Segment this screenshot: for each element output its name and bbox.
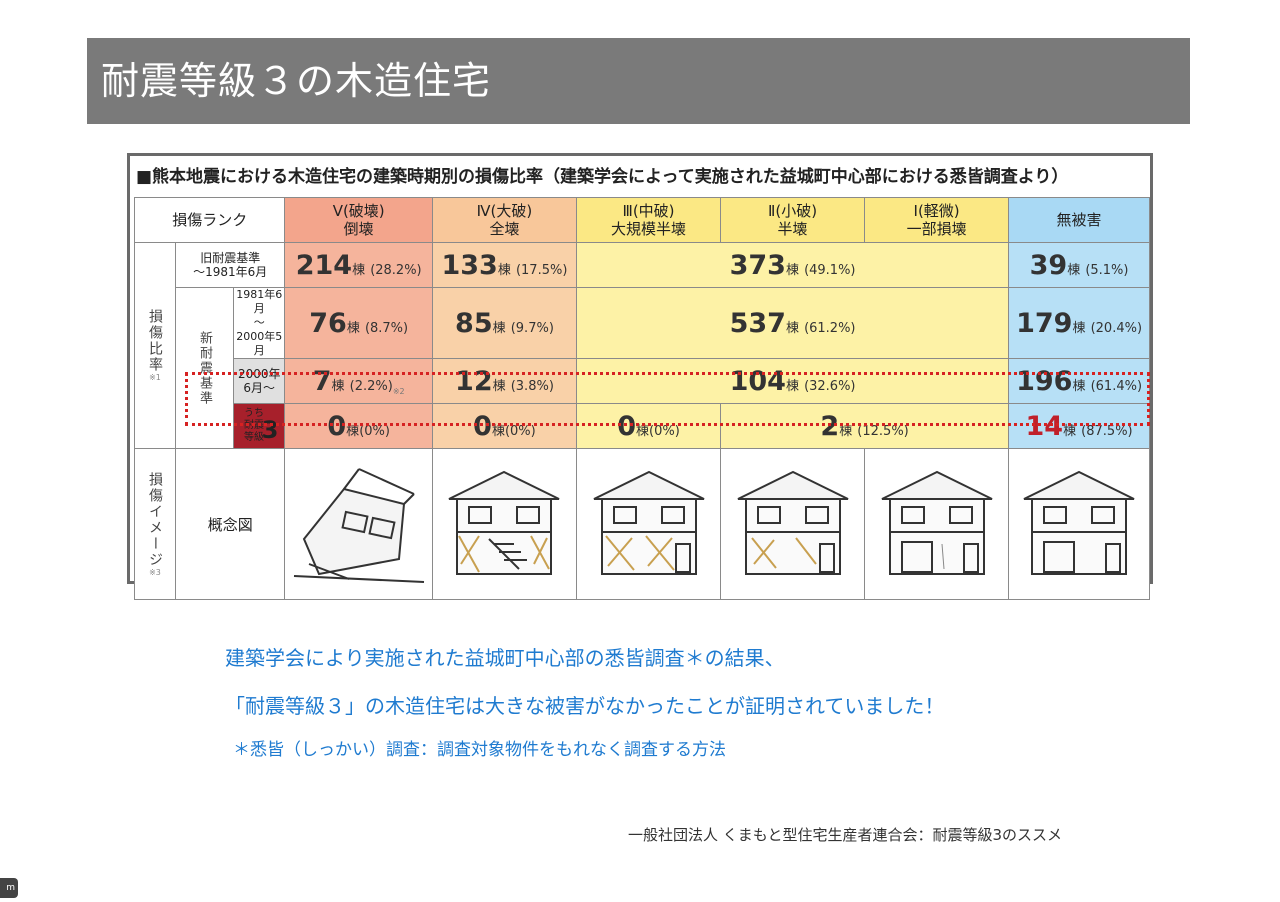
cell-new2-v321: 104棟 (32.6%) [575, 358, 1010, 404]
caption-line-2: 「耐震等級３」の木造住宅は大きな被害がなかったことが証明されていました！ [225, 694, 945, 718]
row-label-grade3: うち 耐震 等級 3 [232, 403, 286, 449]
table-row-new1: 新耐震基準 1981年6月〜 2000年5月 76棟 (8.7%) 85棟 (9.… [135, 287, 1150, 449]
image-row: 損傷イメージ ※3 概念図 [134, 448, 1150, 600]
side-label-ratio: 損傷比率 ※1 [134, 242, 176, 449]
side-label-new: 新耐震基準 [175, 287, 234, 449]
cell-new1-v5: 76棟 (8.7%) [284, 287, 433, 359]
cell-new2-v5: 7棟 (2.2%)※2 [284, 358, 433, 404]
house-major-half-destroyed-illustration [575, 448, 722, 600]
table-row-grade3: うち 耐震 等級 3 0棟(0%) 0棟(0%) 0棟(0%) 2棟 (12.5… [135, 403, 1150, 449]
cell-grade3-none: 14棟 (87.5%) [1008, 403, 1150, 449]
image-label: 概念図 [174, 448, 286, 600]
table-heading: ■熊本地震における木造住宅の建築時期別の損傷比率（建築学会によって実施された益城… [136, 167, 1069, 187]
col-rank-2: Ⅱ(小破) 半壊 [720, 197, 866, 243]
corner-badge[interactable]: m [0, 878, 18, 898]
house-half-destroyed-illustration [720, 448, 866, 600]
cell-old-none: 39棟 (5.1%) [1008, 242, 1150, 288]
house-destroyed-illustration [431, 448, 577, 600]
col-rank-1: Ⅰ(軽微) 一部損壊 [864, 197, 1010, 243]
cell-old-v5: 214棟 (28.2%) [284, 242, 433, 288]
table-row-old-standard: 損傷比率 ※1 旧耐震基準 〜1981年6月 214棟 (28.2%) 133棟 … [134, 242, 1150, 449]
caption-line-1: 建築学会により実施された益城町中心部の悉皆調査＊の結果、 [225, 646, 785, 670]
cell-old-v321: 373棟 (49.1%) [575, 242, 1010, 288]
cell-grade3-v3: 0棟(0%) [575, 403, 722, 449]
cell-new1-v4: 85棟 (9.7%) [431, 287, 577, 359]
damage-table-figure: ■熊本地震における木造住宅の建築時期別の損傷比率（建築学会によって実施された益城… [127, 153, 1153, 600]
house-collapsed-illustration [284, 448, 433, 600]
side-label-image: 損傷イメージ ※3 [134, 448, 176, 600]
source-credit: 一般社団法人 くまもと型住宅生産者連合会：耐震等級3のススメ [628, 826, 1063, 844]
header-row: 損傷ランク Ⅴ(破壊) 倒壊 Ⅳ(大破) 全壊 Ⅲ(中破) 大規模半壊 Ⅱ(小破) 半壊… [133, 197, 1150, 243]
row-label-old: 旧耐震基準 〜1981年6月 [174, 242, 286, 288]
cell-grade3-v4: 0棟(0%) [431, 403, 577, 449]
col-rank-4: Ⅳ(大破) 全壊 [431, 197, 577, 243]
cell-grade3-v21: 2棟 (12.5%) [720, 403, 1010, 449]
table-row-new2: 2000年 6月〜 7棟 (2.2%)※2 12棟 (3.8%) 104棟 (32… [135, 358, 1150, 404]
row-label-new2: 2000年 6月〜 [232, 358, 286, 404]
cell-new1-none: 179棟 (20.4%) [1008, 287, 1150, 359]
cell-new2-none: 196棟 (61.4%) [1008, 358, 1150, 404]
col-rank-3: Ⅲ(中破) 大規模半壊 [575, 197, 722, 243]
footnote: ＊悉皆（しっかい）調査：調査対象物件をもれなく調査する方法 [233, 740, 726, 760]
slide-title: 耐震等級３の木造住宅 [87, 38, 1190, 124]
col-rank-5: Ⅴ(破壊) 倒壊 [284, 197, 433, 243]
cell-new2-v4: 12棟 (3.8%) [431, 358, 577, 404]
house-no-damage-illustration [1008, 448, 1150, 600]
house-partial-damage-illustration [864, 448, 1010, 600]
cell-old-v4: 133棟 (17.5%) [431, 242, 577, 288]
damage-ratio-table: 損傷ランク Ⅴ(破壊) 倒壊 Ⅳ(大破) 全壊 Ⅲ(中破) 大規模半壊 Ⅱ(小破) 半壊… [133, 197, 1150, 600]
cell-grade3-v5: 0棟(0%) [284, 403, 433, 449]
row-label-new1: 1981年6月〜 2000年5月 [232, 287, 286, 359]
col-no-damage: 無被害 [1008, 197, 1150, 243]
cell-new1-v321: 537棟 (61.2%) [575, 287, 1010, 359]
rank-label: 損傷ランク [133, 197, 286, 243]
